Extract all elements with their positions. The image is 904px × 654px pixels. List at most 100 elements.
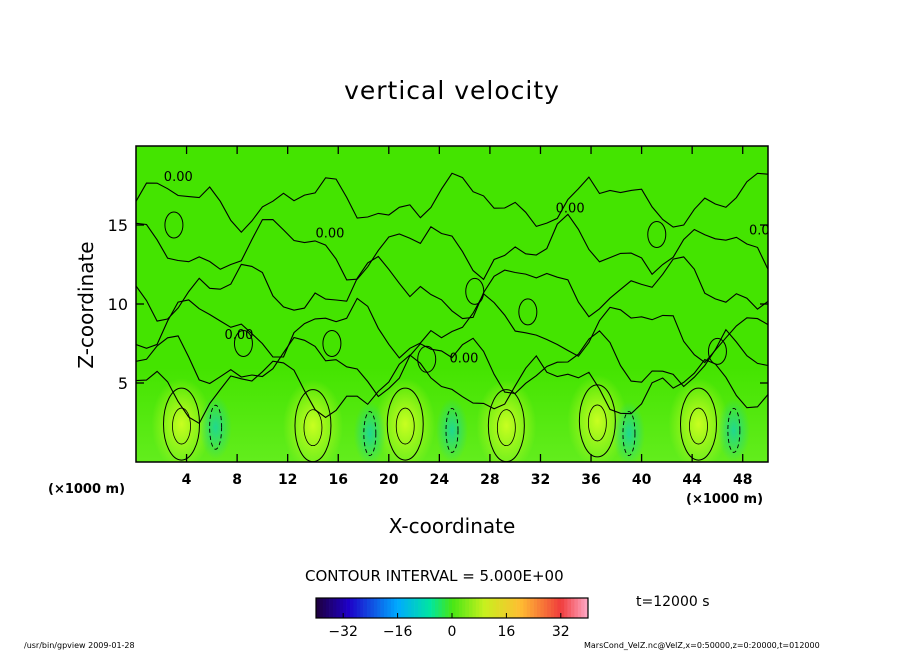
colorbar-tick-label-1: −16 xyxy=(383,624,413,640)
colorbar-segment xyxy=(424,598,429,618)
colorbar-segment xyxy=(411,598,415,618)
zero-contour-0 xyxy=(136,172,768,234)
x-tick-label-36: 36 xyxy=(581,472,600,488)
colorbar-segment xyxy=(482,598,487,618)
colorbar-segment xyxy=(574,598,579,618)
x-tick-label-8: 8 xyxy=(232,472,242,488)
downdraft-cell-0 xyxy=(199,395,232,460)
colorbar-segment xyxy=(489,598,494,618)
updraft-cell-1 xyxy=(282,379,343,462)
colorbar-segment xyxy=(353,598,358,618)
closed-contour-4 xyxy=(233,330,253,357)
updraft-cell-2 xyxy=(375,378,436,462)
y-axis-ticks: 5 10 15 xyxy=(108,216,768,393)
colorbar-segment xyxy=(540,598,545,618)
colorbar-segment xyxy=(326,598,330,618)
colorbar-segment xyxy=(360,598,364,618)
downdraft-contour-4 xyxy=(727,407,741,453)
contour-label-0: 0.00 xyxy=(315,227,344,242)
colorbar-segment xyxy=(499,598,504,618)
colorbar-segment xyxy=(421,598,426,618)
colorbar-segment xyxy=(370,598,375,618)
colorbar-segment xyxy=(496,598,500,618)
colorbar-segment xyxy=(350,598,354,618)
colorbar-segment xyxy=(523,598,528,618)
colorbar-segment xyxy=(322,598,327,618)
colorbar-segment xyxy=(564,598,568,618)
colorbar-segment xyxy=(581,598,585,618)
colorbar-segment xyxy=(455,598,460,618)
colorbar-tick-label-4: 32 xyxy=(552,624,570,640)
downdraft-cell-4 xyxy=(717,398,750,462)
closed-contour-7 xyxy=(417,345,437,373)
colorbar-segment xyxy=(567,598,572,618)
x-axis-label: X-coordinate xyxy=(0,514,904,538)
colorbar-segment xyxy=(543,598,548,618)
downdraft-cell-2 xyxy=(436,398,468,462)
colorbar-segment xyxy=(428,598,432,618)
updraft-contour-inner-2 xyxy=(395,407,415,445)
colorbar-segment xyxy=(465,598,470,618)
downdraft-contour-1 xyxy=(363,411,377,457)
zero-contour-4 xyxy=(136,328,768,398)
y-axis-label: Z-coordinate xyxy=(74,241,98,369)
colorbar-segment xyxy=(431,598,436,618)
colorbar-segment xyxy=(384,598,388,618)
closed-contour-1 xyxy=(518,298,538,326)
zero-contour-2 xyxy=(136,255,768,322)
colorbar-segment xyxy=(452,598,456,618)
x-unit-left: (×1000 m) xyxy=(48,482,126,497)
x-tick-label-48: 48 xyxy=(733,472,752,488)
colorbar-segment xyxy=(503,598,507,618)
downdraft-contour-0 xyxy=(209,404,223,450)
zero-contour-5 xyxy=(136,354,768,425)
colorbar-segment xyxy=(343,598,347,618)
colorbar-segment xyxy=(475,598,480,618)
colorbar-segment xyxy=(486,598,490,618)
colorbar-segment xyxy=(377,598,381,618)
updraft-contour-inner-3 xyxy=(496,409,516,447)
colorbar-segment xyxy=(329,598,334,618)
colorbar-segment xyxy=(472,598,477,618)
velocity-field xyxy=(136,146,768,462)
closed-contour-2 xyxy=(164,211,184,239)
closed-contour-0 xyxy=(465,277,485,305)
colorbar-segment xyxy=(333,598,337,618)
updraft-contour-outer-2 xyxy=(386,387,424,461)
closed-contour-3 xyxy=(647,220,667,248)
colorbar-segment xyxy=(407,598,412,618)
colorbar-segment xyxy=(394,598,398,618)
colorbar-segment xyxy=(367,598,371,618)
colorbar-segment xyxy=(380,598,385,618)
colorbar-segment xyxy=(448,598,453,618)
colorbar-segment xyxy=(435,598,439,618)
colorbar-tick-label-0: −32 xyxy=(328,624,358,640)
x-tick-label-32: 32 xyxy=(531,472,550,488)
colorbar-segment xyxy=(397,598,402,618)
updraft-cell-3 xyxy=(476,379,537,462)
colorbar-segment xyxy=(577,598,582,618)
colorbar-segment xyxy=(526,598,531,618)
zero-contour-3 xyxy=(136,292,768,364)
colorbar-segment xyxy=(414,598,419,618)
colorbar-segment xyxy=(363,598,368,618)
x-tick-label-16: 16 xyxy=(328,472,347,488)
colorbar-segment xyxy=(571,598,575,618)
colorbar-segment xyxy=(401,598,405,618)
colorbar-segment xyxy=(441,598,446,618)
chart-title: vertical velocity xyxy=(344,76,560,105)
colorbar-segment xyxy=(458,598,463,618)
colorbar-segment xyxy=(445,598,449,618)
colorbar-segment xyxy=(469,598,473,618)
colorbar-segment xyxy=(390,598,395,618)
colorbar-segment xyxy=(554,598,558,618)
updraft-cell-0 xyxy=(151,378,212,462)
footer-left: /usr/bin/gpview 2009-01-28 xyxy=(24,641,135,650)
updraft-contour-outer-5 xyxy=(679,387,717,461)
closed-contour-5 xyxy=(322,330,342,357)
colorbar-segment xyxy=(336,598,341,618)
contour-interval-label: CONTOUR INTERVAL = 5.000E+00 xyxy=(305,567,564,585)
contour-label-4: 0.00 xyxy=(164,170,193,185)
colorbar: −32 −16 0 16 32 xyxy=(315,597,589,640)
